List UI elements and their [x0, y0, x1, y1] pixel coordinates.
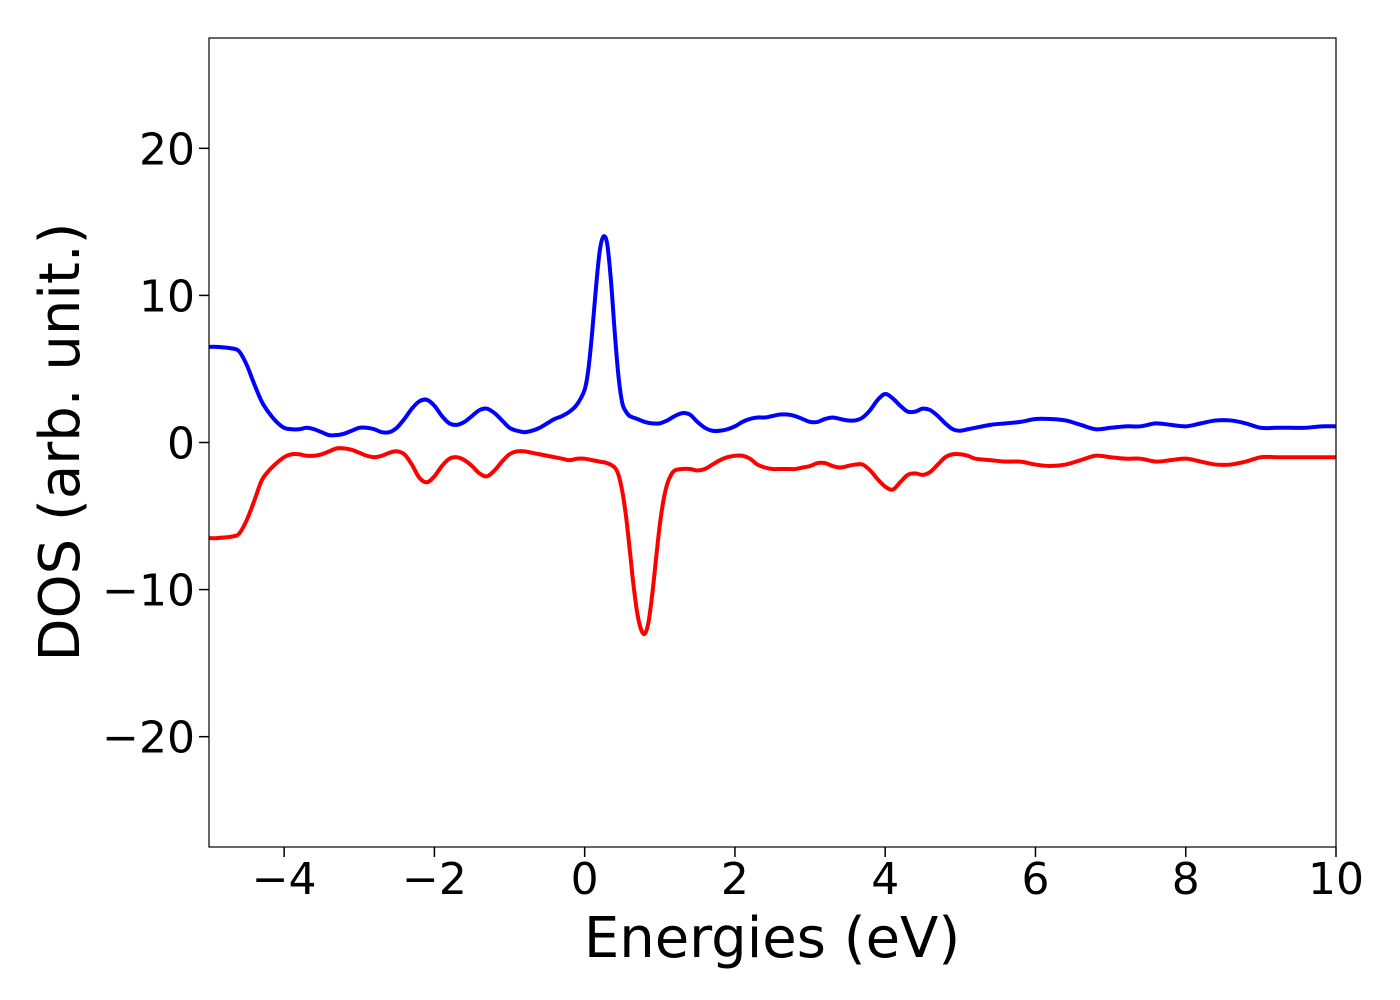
x-tick-label: 6 [1021, 854, 1049, 905]
series-line-down [208, 446, 1336, 637]
y-tick-label: 20 [139, 124, 195, 175]
x-tick-label: 2 [721, 854, 749, 905]
x-tick-label: 10 [1308, 854, 1364, 905]
x-tick-label: −2 [402, 854, 467, 905]
series-layer [208, 234, 1337, 637]
y-tick-label: −20 [102, 713, 195, 764]
x-axis-label: Energies (eV) [584, 906, 960, 971]
x-tick-label: −4 [252, 854, 317, 905]
series-line-up [208, 234, 1337, 438]
y-tick-label: −10 [102, 566, 195, 617]
x-tick-label: 0 [571, 854, 599, 905]
y-tick-label: 10 [139, 271, 195, 322]
y-tick-label: 0 [167, 419, 195, 470]
x-tick-label: 4 [871, 854, 899, 905]
y-axis-label: DOS (arb. unit.) [28, 222, 93, 661]
x-tick-label: 8 [1172, 854, 1200, 905]
x-axis-ticks: −4 −2 0 2 4 6 8 10 [252, 847, 1364, 905]
y-axis-ticks: −20 −10 0 10 20 [102, 124, 209, 764]
